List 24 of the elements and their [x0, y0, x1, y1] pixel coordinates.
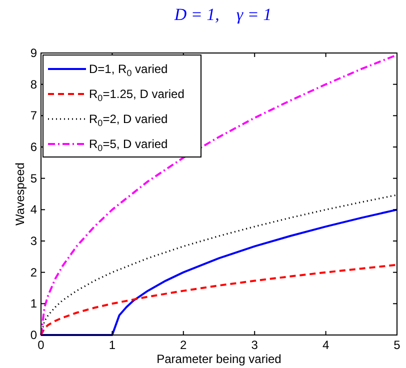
y-tick-label: 2: [30, 265, 38, 280]
y-tick-label: 1: [30, 296, 38, 311]
y-tick-label: 9: [30, 46, 38, 60]
x-axis-title: Parameter being varied: [156, 352, 282, 366]
x-tick-label: 5: [394, 338, 401, 352]
x-tick-label: 2: [180, 338, 188, 352]
y-tick-label: 6: [30, 140, 38, 154]
x-tick-label: 1: [108, 338, 116, 352]
legend-label: R$_{0}$=2, D varied: [89, 112, 168, 128]
y-tick-label: 7: [30, 108, 38, 123]
x-tick-label: 3: [251, 338, 258, 352]
y-tick-label: 3: [30, 234, 38, 248]
x-tick-label: 4: [322, 338, 330, 352]
y-tick-label: 5: [30, 171, 38, 186]
y-tick-label: 8: [30, 77, 38, 92]
y-axis-title: Wavespeed: [13, 162, 27, 226]
chart-title: D = 1, γ = 1: [173, 5, 272, 24]
legend-label: D=1, R$_{0}$ varied: [89, 62, 168, 78]
legend-label: R$_{0}$=5, D varied: [89, 137, 168, 153]
y-tick-label: 4: [30, 202, 38, 217]
y-tick-label: 0: [30, 328, 38, 342]
line-series: [40, 264, 398, 336]
legend-label: R$_{0}$=1.25, D varied: [89, 87, 184, 103]
line-series: [40, 54, 398, 336]
